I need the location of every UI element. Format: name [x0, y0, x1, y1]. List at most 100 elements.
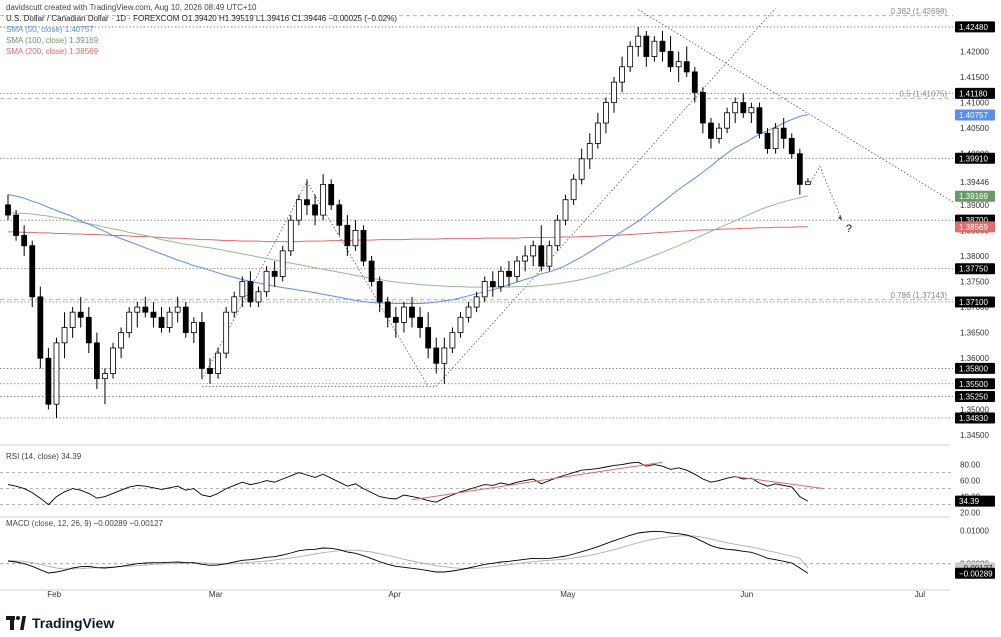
candle — [29, 245, 36, 298]
candle — [780, 127, 787, 139]
candle — [425, 327, 432, 349]
rsi-downtrend-line — [735, 476, 825, 490]
ma-value-label-box — [955, 109, 995, 121]
sma100-legend[interactable]: SMA (100, close) 1.39169 — [6, 36, 99, 45]
level-label: 1.35250 — [959, 393, 988, 402]
candle — [691, 71, 698, 93]
price-tick-label: 1.41000 — [960, 99, 989, 108]
projection-arrowhead — [837, 215, 842, 221]
rsi-line — [7, 461, 809, 506]
level-label-box — [955, 263, 995, 275]
candle — [392, 316, 399, 323]
rsi-title[interactable]: RSI (14, close) 34.39 — [6, 452, 82, 461]
candle — [231, 296, 238, 313]
candle — [360, 229, 367, 262]
price-tick-label: 1.37000 — [960, 303, 989, 312]
candle — [69, 311, 76, 328]
candle — [126, 311, 133, 334]
price-tick-label: 1.36000 — [960, 354, 989, 363]
macd-tick-label: 0.01000 — [960, 526, 989, 535]
candle — [554, 219, 561, 247]
candle — [384, 301, 391, 318]
candle — [150, 311, 157, 318]
candle — [756, 107, 763, 134]
macd-title[interactable]: MACD (close, 12, 26, 9) −0.00289 −0.0012… — [6, 519, 163, 528]
candle — [158, 316, 165, 328]
price-tick-label: 1.40500 — [960, 124, 989, 133]
price-tick-label: 1.38000 — [960, 252, 989, 261]
level-label: 1.41180 — [959, 89, 988, 98]
candle — [247, 281, 254, 303]
macd-signal-line — [7, 535, 809, 570]
candle — [304, 199, 310, 206]
candle — [118, 332, 125, 349]
candle — [312, 204, 318, 216]
candle — [53, 342, 60, 405]
symbol-info[interactable]: U.S. Dollar / Canadian Dollar · 1D · FOR… — [6, 14, 397, 23]
candle — [295, 199, 302, 221]
candle — [199, 322, 205, 369]
candle — [481, 281, 488, 298]
price-tick-label: 1.37500 — [960, 278, 989, 287]
candle — [530, 245, 537, 257]
sma50-line — [7, 114, 808, 304]
candle — [344, 224, 351, 247]
candle — [667, 51, 674, 68]
level-label: 1.38700 — [959, 216, 988, 225]
candle — [748, 107, 755, 114]
tradingview-wordmark: TradingView — [32, 615, 115, 631]
rsi-value-label: 34.39 — [959, 497, 980, 506]
macd-value-label: −0.00289 — [959, 569, 993, 578]
candle — [441, 347, 448, 364]
candle — [174, 306, 181, 313]
candle — [271, 270, 278, 277]
candle — [320, 183, 327, 216]
candle — [611, 81, 617, 103]
candle — [473, 296, 480, 308]
candle — [263, 270, 270, 293]
candle — [708, 122, 714, 139]
candle — [538, 245, 545, 267]
candle — [182, 306, 189, 334]
channel-line — [435, 7, 776, 387]
sma50-legend[interactable]: SMA (50, close) 1.40757 — [6, 25, 94, 34]
candle — [586, 143, 593, 160]
candle — [651, 40, 658, 57]
candle — [603, 102, 609, 124]
level-label-box — [955, 87, 995, 99]
candle — [5, 204, 11, 216]
candle — [166, 311, 173, 328]
level-label-box — [955, 296, 995, 308]
candle — [659, 40, 666, 52]
candle — [740, 102, 747, 114]
current-price-label: 1.39446 — [960, 178, 989, 187]
macd-value-label-box — [955, 567, 995, 579]
level-label-box — [955, 378, 995, 390]
x-axis-label: Mar — [209, 590, 223, 599]
candle — [142, 306, 149, 313]
fib-level-label: 0.786 (1.37143) — [891, 291, 948, 300]
sma200-legend[interactable]: SMA (200, close) 1.38569 — [6, 47, 99, 56]
x-axis-label: Apr — [388, 590, 401, 599]
candle — [562, 199, 569, 221]
level-label: 1.37750 — [959, 265, 988, 274]
rsi-uptrend-line — [411, 461, 663, 501]
x-axis-label: Feb — [47, 590, 61, 599]
price-tick-label: 1.36500 — [960, 329, 989, 338]
candle — [77, 311, 84, 318]
level-label: 1.37100 — [959, 298, 988, 307]
level-label: 1.39910 — [959, 154, 988, 163]
candle — [37, 296, 44, 359]
candle — [368, 260, 375, 282]
level-label: 1.35800 — [959, 364, 988, 373]
candle — [61, 327, 68, 344]
level-label-box — [955, 21, 995, 33]
candle — [788, 137, 795, 155]
candle — [134, 306, 141, 313]
level-label-box — [955, 412, 995, 424]
level-label-box — [955, 362, 995, 374]
candle — [732, 102, 739, 114]
candle — [796, 153, 803, 185]
